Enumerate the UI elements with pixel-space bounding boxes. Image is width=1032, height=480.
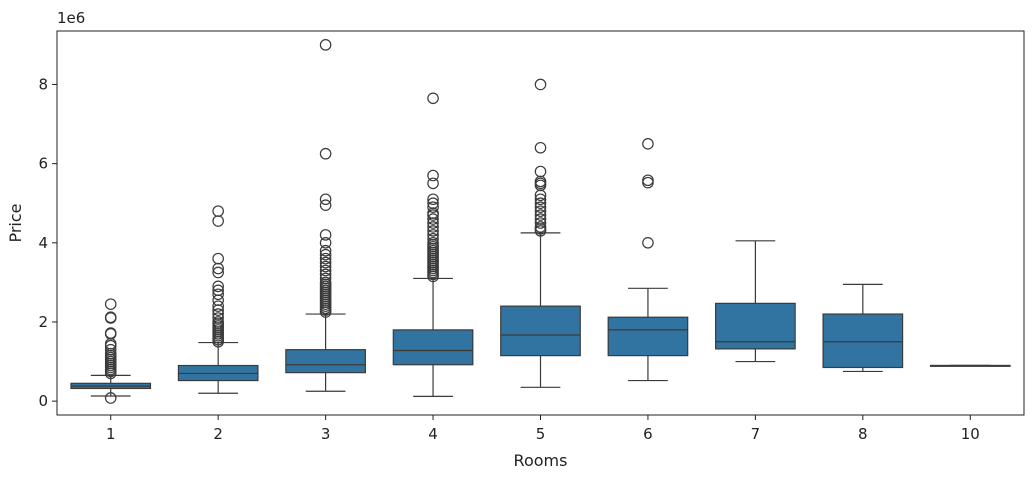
- outlier-point: [319, 252, 332, 265]
- x-tick-label: 7: [751, 425, 761, 443]
- box-iqr: [607, 316, 689, 357]
- outlier-point: [534, 217, 547, 229]
- y-axis-label: Price: [6, 203, 25, 242]
- outlier-point: [319, 199, 332, 211]
- y-tick-label: 0: [38, 392, 48, 410]
- outlier-point: [319, 264, 332, 277]
- outlier-point: [212, 266, 224, 279]
- outlier-point: [534, 165, 547, 178]
- y-axis: 0 2 4 6 8: [38, 75, 57, 410]
- y-tick-label: 8: [38, 75, 48, 93]
- outlier-point: [212, 312, 224, 324]
- outlier-point: [104, 298, 117, 310]
- outlier-point: [427, 229, 439, 241]
- outlier-point: [319, 229, 332, 241]
- outlier-point: [534, 193, 547, 206]
- box-group-3: [285, 313, 366, 392]
- outlier-point: [319, 39, 332, 51]
- x-tick-label: 10: [961, 425, 980, 443]
- outlier-point: [427, 177, 439, 190]
- outlier-point: [212, 205, 224, 217]
- outlier-point: [212, 284, 224, 297]
- x-tick-label: 2: [213, 425, 223, 443]
- outlier-point: [212, 300, 224, 312]
- outlier-point: [427, 193, 439, 206]
- outlier-point: [642, 138, 654, 150]
- y-tick-label: 6: [38, 155, 48, 173]
- outlier-point: [319, 268, 332, 281]
- outlier-point: [534, 209, 547, 221]
- outlier-point: [427, 236, 439, 249]
- outlier-point: [642, 236, 654, 249]
- x-tick-label: 6: [643, 425, 653, 443]
- outlier-point: [427, 169, 439, 182]
- outlier-point: [212, 280, 224, 293]
- y-tick-label: 4: [38, 234, 48, 252]
- outlier-point: [104, 343, 117, 356]
- outlier-point: [212, 288, 224, 301]
- x-tick-label: 5: [536, 425, 546, 443]
- outlier-point: [319, 260, 332, 273]
- outlier-point: [427, 197, 439, 210]
- y-tick-label: 2: [38, 313, 48, 331]
- outlier-point: [534, 205, 547, 217]
- outlier-point: [212, 308, 224, 320]
- box-group-7: [715, 240, 796, 363]
- box-iqr: [392, 329, 474, 366]
- outlier-point: [104, 392, 117, 404]
- x-tick-label: 3: [321, 425, 331, 443]
- x-axis: 1 2 3 4 5 6 7 8 10: [106, 415, 980, 443]
- outlier-point: [212, 252, 224, 265]
- x-tick-label: 4: [428, 425, 438, 443]
- box-group-8: [822, 283, 904, 373]
- box-group-4: [392, 277, 474, 397]
- outlier-point: [319, 236, 332, 249]
- x-axis-label: Rooms: [514, 451, 568, 470]
- box-iqr: [500, 305, 581, 357]
- box-iqr: [285, 349, 366, 374]
- outlier-point: [534, 141, 547, 154]
- boxes-layer: [70, 232, 1011, 397]
- outlier-point: [212, 294, 224, 306]
- outliers-layer: [104, 39, 654, 404]
- outlier-point: [427, 221, 439, 233]
- outlier-point: [534, 78, 547, 91]
- outlier-point: [319, 272, 332, 285]
- box-group-10: [929, 364, 1011, 367]
- outlier-point: [104, 327, 117, 339]
- x-tick-label: 1: [106, 425, 116, 443]
- outlier-point: [319, 256, 332, 269]
- outlier-point: [212, 215, 224, 227]
- outlier-point: [427, 225, 439, 237]
- outlier-point: [212, 316, 224, 328]
- outlier-point: [427, 92, 439, 105]
- outlier-point: [319, 244, 332, 257]
- outlier-point: [319, 193, 332, 206]
- outlier-point: [427, 213, 439, 225]
- outlier-point: [319, 248, 332, 261]
- box-iqr: [822, 313, 904, 369]
- outlier-point: [534, 221, 547, 233]
- outlier-point: [427, 233, 439, 245]
- outlier-point: [104, 311, 117, 324]
- outlier-point: [534, 197, 547, 210]
- outlier-point: [534, 201, 547, 213]
- box-group-6: [607, 287, 689, 382]
- y-multiplier-label: 1e6: [57, 9, 85, 27]
- x-tick-label: 8: [858, 425, 868, 443]
- box-group-2: [177, 341, 259, 394]
- box-group-1: [70, 374, 152, 397]
- outlier-point: [642, 174, 654, 187]
- box-group-5: [500, 232, 581, 388]
- outlier-point: [534, 213, 547, 225]
- outlier-point: [427, 201, 439, 213]
- outlier-point: [319, 147, 332, 160]
- outlier-point: [319, 276, 332, 289]
- outlier-point: [642, 176, 654, 189]
